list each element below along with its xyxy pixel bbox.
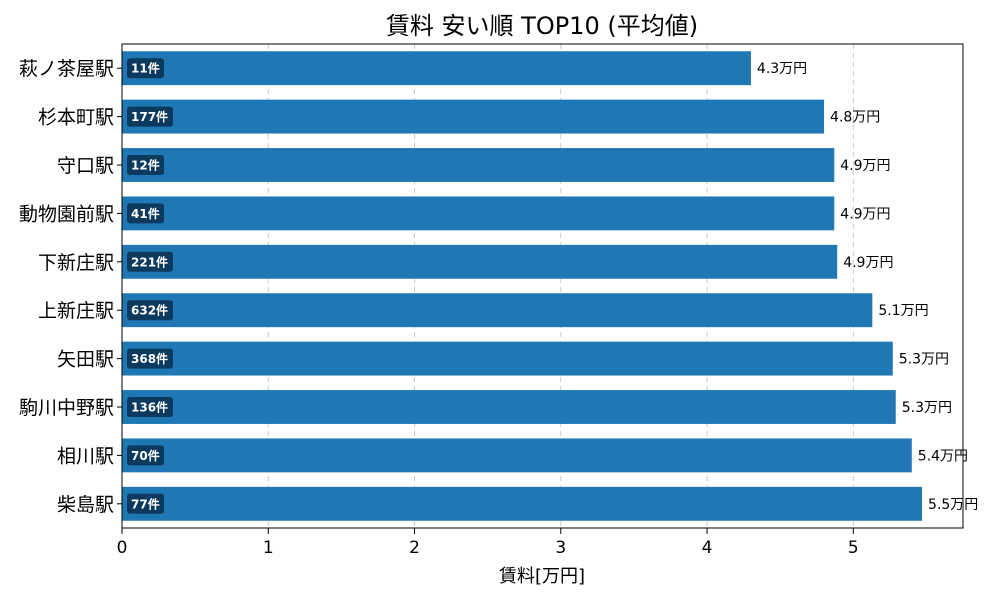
bar-row: 下新庄駅 221件 4.9万円 — [38, 244, 893, 279]
bar-row: 杉本町駅 177件 4.8万円 — [38, 99, 880, 134]
count-badge — [127, 397, 173, 417]
y-tick-label: 下新庄駅 — [38, 252, 114, 274]
value-label: 4.9万円 — [840, 158, 890, 174]
bar-row: 駒川中野駅 136件 5.3万円 — [19, 390, 952, 424]
y-tick-label: 相川駅 — [57, 445, 114, 467]
count-label: 70件 — [131, 448, 160, 463]
x-tick-label: 2 — [409, 538, 420, 558]
bar — [122, 244, 838, 279]
y-tick-label: 駒川中野駅 — [19, 397, 114, 419]
count-badge — [127, 58, 164, 79]
count-label: 11件 — [131, 61, 160, 76]
y-tick-label: 上新庄駅 — [38, 300, 114, 322]
x-axis-label: 賃料[万円] — [499, 566, 585, 587]
x-tick-label: 4 — [702, 538, 713, 558]
bar-row: 上新庄駅 632件 5.1万円 — [38, 293, 929, 328]
count-badge — [127, 155, 164, 175]
bar-row: 柴島駅 77件 5.5万円 — [57, 486, 978, 521]
plot-frame — [121, 43, 964, 529]
bar-row: 守口駅 12件 4.9万円 — [57, 148, 891, 182]
bar-row: 萩ノ茶屋駅 11件 4.3万円 — [19, 51, 807, 86]
value-label: 4.3万円 — [757, 61, 807, 77]
bar — [122, 341, 893, 376]
y-tick-label: 萩ノ茶屋駅 — [19, 58, 114, 80]
y-tick-label: 杉本町駅 — [38, 107, 114, 129]
value-label: 4.9万円 — [843, 255, 893, 271]
x-axis-ticks: 0 1 2 3 4 5 — [117, 528, 859, 558]
x-tick-label: 0 — [117, 538, 128, 558]
value-label: 5.3万円 — [902, 400, 952, 416]
y-tick-label: 守口駅 — [57, 155, 114, 177]
x-tick-label: 3 — [555, 538, 566, 558]
bar-row: 相川駅 70件 5.4万円 — [57, 438, 968, 473]
count-label: 12件 — [131, 158, 160, 173]
count-badge — [127, 203, 164, 224]
bar-row: 動物園前駅 41件 4.9万円 — [19, 196, 891, 231]
value-label: 5.3万円 — [899, 352, 949, 368]
y-tick-label: 柴島駅 — [57, 494, 114, 516]
value-label: 5.4万円 — [918, 448, 968, 464]
value-label: 5.1万円 — [878, 303, 928, 319]
bar — [122, 293, 873, 328]
x-tick-label: 1 — [263, 538, 274, 558]
bar — [122, 438, 912, 473]
x-tick-label: 5 — [848, 538, 859, 558]
count-label: 77件 — [131, 496, 160, 511]
bar — [122, 486, 923, 521]
chart-title: 賃料 安い順 TOP10 (平均値) — [386, 12, 698, 40]
count-label: 221件 — [131, 254, 168, 269]
count-badge — [127, 348, 173, 369]
bar — [122, 390, 896, 424]
count-badge — [127, 106, 173, 127]
value-label: 4.8万円 — [830, 110, 880, 126]
count-label: 136件 — [131, 400, 168, 415]
count-badge — [127, 251, 173, 272]
bar — [122, 51, 751, 86]
count-label: 41件 — [131, 206, 160, 221]
bar — [122, 196, 835, 231]
bar — [122, 148, 835, 182]
count-label: 177件 — [131, 109, 168, 124]
count-badge — [127, 445, 164, 466]
y-tick-label: 矢田駅 — [57, 349, 114, 371]
bar-row: 矢田駅 368件 5.3万円 — [57, 341, 949, 376]
value-label: 5.5万円 — [928, 497, 978, 513]
bar — [122, 99, 825, 134]
count-label: 368件 — [131, 351, 168, 366]
count-label: 632件 — [131, 303, 168, 318]
value-label: 4.9万円 — [840, 206, 890, 222]
count-badge — [127, 300, 173, 321]
count-badge — [127, 493, 164, 514]
y-tick-label: 動物園前駅 — [19, 203, 114, 225]
